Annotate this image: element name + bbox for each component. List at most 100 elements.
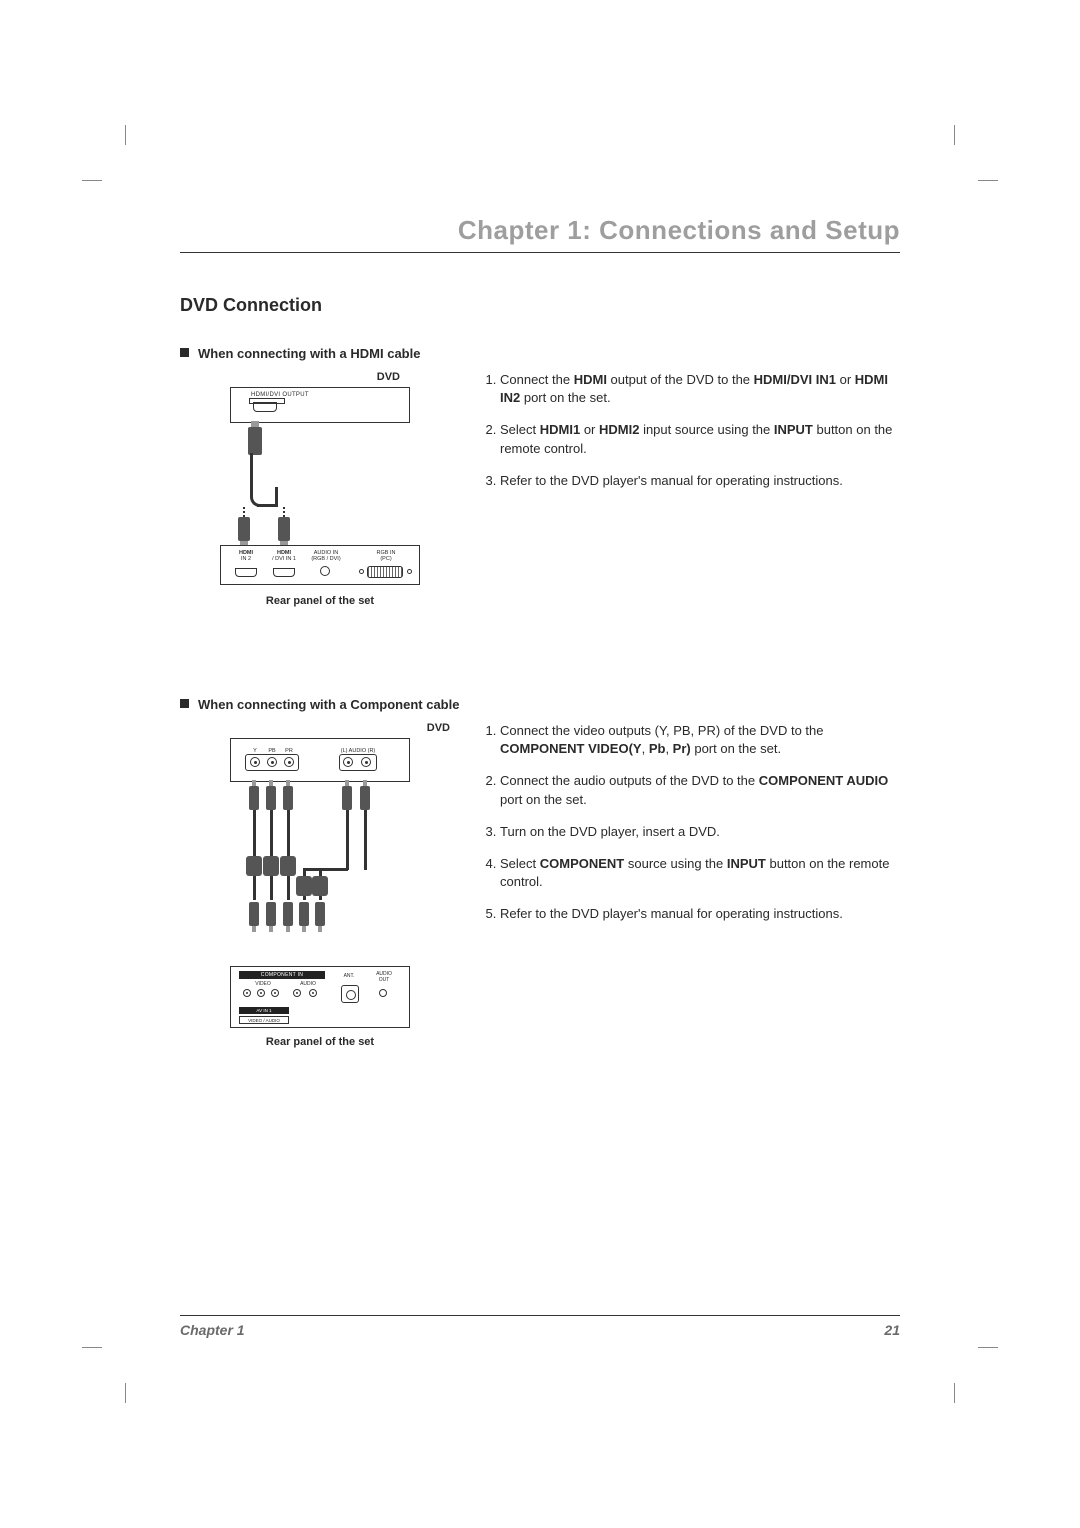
cropmark — [978, 180, 998, 181]
port-label: IN 2 — [231, 556, 261, 562]
step-bold: INPUT — [727, 856, 766, 871]
rca-plug-icon — [266, 786, 276, 810]
component-figure: Y PB PR (L) AUDIO (R) — [230, 738, 410, 1028]
step-text: port on the set. — [520, 390, 610, 405]
av-in-sublabel: VIDEO / AUDIO — [239, 1016, 289, 1024]
cable-dashed-icon — [283, 507, 285, 517]
cable-icon — [303, 868, 348, 871]
footer-chapter: Chapter 1 — [180, 1322, 245, 1338]
step-text: , — [642, 741, 649, 756]
step-bold: HDMI1 — [540, 422, 580, 437]
page-content: Chapter 1: Connections and Setup DVD Con… — [180, 215, 900, 1338]
step-bold: Pr) — [673, 741, 691, 756]
hdmi-figure: HDMI/DVI OUTPUT HDMI IN 2 HDMI / DVI IN … — [220, 387, 420, 587]
step-text: Connect the audio outputs of the DVD to … — [500, 773, 759, 788]
vga-port-icon — [367, 566, 403, 578]
ferrite-icon — [312, 876, 328, 896]
cropmark — [125, 1383, 126, 1403]
cropmark — [82, 1347, 102, 1348]
page-footer: Chapter 1 21 — [180, 1315, 900, 1338]
screw-icon — [407, 569, 412, 574]
step-text: Refer to the DVD player's manual for ope… — [500, 906, 843, 921]
cable-icon — [287, 810, 290, 900]
step-bold: HDMI — [574, 372, 607, 387]
rca-jack-icon — [243, 989, 251, 997]
step-bold: INPUT — [774, 422, 813, 437]
cropmark — [978, 1347, 998, 1348]
cable-icon — [364, 810, 367, 870]
rca-label: Y — [248, 748, 262, 754]
hdmi-plug-icon — [278, 517, 290, 541]
hdmi-row: DVD HDMI/DVI OUTPUT HDMI IN 2 HDMI — [180, 371, 900, 607]
rca-jack-icon — [271, 989, 279, 997]
figure-caption: Rear panel of the set — [180, 595, 460, 607]
cropmark — [954, 125, 955, 145]
hdmi-steps: Connect the HDMI output of the DVD to th… — [480, 371, 900, 490]
rca-plug-icon — [249, 786, 259, 810]
port-label: (PC) — [369, 556, 403, 562]
list-item: Connect the video outputs (Y, PB, PR) of… — [500, 722, 900, 758]
cable-dashed-icon — [243, 507, 245, 517]
component-steps: Connect the video outputs (Y, PB, PR) of… — [480, 722, 900, 924]
step-text: or — [836, 372, 855, 387]
cable-icon — [270, 810, 273, 900]
cable-icon — [253, 810, 256, 900]
hdmi-plug-icon — [238, 517, 250, 541]
step-text: input source using the — [639, 422, 773, 437]
step-text: output of the DVD to the — [607, 372, 754, 387]
cropmark — [954, 1383, 955, 1403]
ferrite-icon — [246, 856, 262, 876]
rca-label: (L) AUDIO (R) — [333, 748, 383, 754]
chapter-title: Chapter 1: Connections and Setup — [180, 215, 900, 253]
audio-jack-icon — [320, 566, 330, 576]
rca-jack-icon — [309, 989, 317, 997]
component-figure-col: DVD Y PB PR (L) AUDIO (R) — [180, 722, 460, 1048]
list-item: Connect the audio outputs of the DVD to … — [500, 772, 900, 808]
list-item: Refer to the DVD player's manual for ope… — [500, 472, 900, 490]
subheading-component: When connecting with a Component cable — [180, 697, 900, 712]
list-item: Select COMPONENT source using the INPUT … — [500, 855, 900, 891]
antenna-port-icon — [341, 985, 359, 1003]
step-bold: COMPONENT — [540, 856, 625, 871]
rca-label: PB — [265, 748, 279, 754]
hdmi-port-icon — [235, 568, 257, 577]
step-text: Refer to the DVD player's manual for ope… — [500, 473, 843, 488]
ferrite-icon — [296, 876, 312, 896]
step-text: Select — [500, 856, 540, 871]
rear-panel-box: COMPONENT IN VIDEO AUDIO ANT. AUDIO OUT … — [230, 966, 410, 1028]
step-text: Connect the — [500, 372, 574, 387]
rca-jack-icon — [293, 989, 301, 997]
step-text: Connect the video outputs (Y, PB, PR) of… — [500, 723, 824, 738]
dvd-label: DVD — [180, 371, 460, 383]
step-text: or — [580, 422, 599, 437]
rca-plug-icon — [249, 902, 259, 926]
step-text: port on the set. — [500, 792, 587, 807]
rca-plug-icon — [283, 786, 293, 810]
list-item: Turn on the DVD player, insert a DVD. — [500, 823, 900, 841]
cable-icon — [346, 810, 349, 870]
footer-page-number: 21 — [884, 1322, 900, 1338]
component-row: DVD Y PB PR (L) AUDIO (R) — [180, 722, 900, 1048]
step-bold: COMPONENT AUDIO — [759, 773, 889, 788]
cable-icon — [275, 487, 278, 507]
dvd-device-box: HDMI/DVI OUTPUT — [230, 387, 410, 423]
rear-panel-box: HDMI IN 2 HDMI / DVI IN 1 AUDIO IN (RGB … — [220, 545, 420, 585]
step-text: , — [665, 741, 672, 756]
subheading-hdmi-text: When connecting with a HDMI cable — [198, 346, 420, 361]
rca-jack-icon — [343, 757, 353, 767]
hdmi-steps-col: Connect the HDMI output of the DVD to th… — [460, 371, 900, 607]
port-label: / DVI IN 1 — [267, 556, 301, 562]
subheading-component-text: When connecting with a Component cable — [198, 697, 459, 712]
rca-label: PR — [282, 748, 296, 754]
audio-jack-icon — [379, 989, 387, 997]
step-bold: HDMI2 — [599, 422, 639, 437]
component-steps-col: Connect the video outputs (Y, PB, PR) of… — [460, 722, 900, 1048]
step-text: port on the set. — [691, 741, 781, 756]
ferrite-icon — [280, 856, 296, 876]
cable-icon — [250, 453, 260, 507]
step-bold: COMPONENT VIDEO(Y — [500, 741, 642, 756]
port-label: (RGB / DVI) — [309, 556, 343, 562]
step-bold: HDMI/DVI IN1 — [754, 372, 836, 387]
rca-plug-icon — [342, 786, 352, 810]
rca-plug-icon — [299, 902, 309, 926]
